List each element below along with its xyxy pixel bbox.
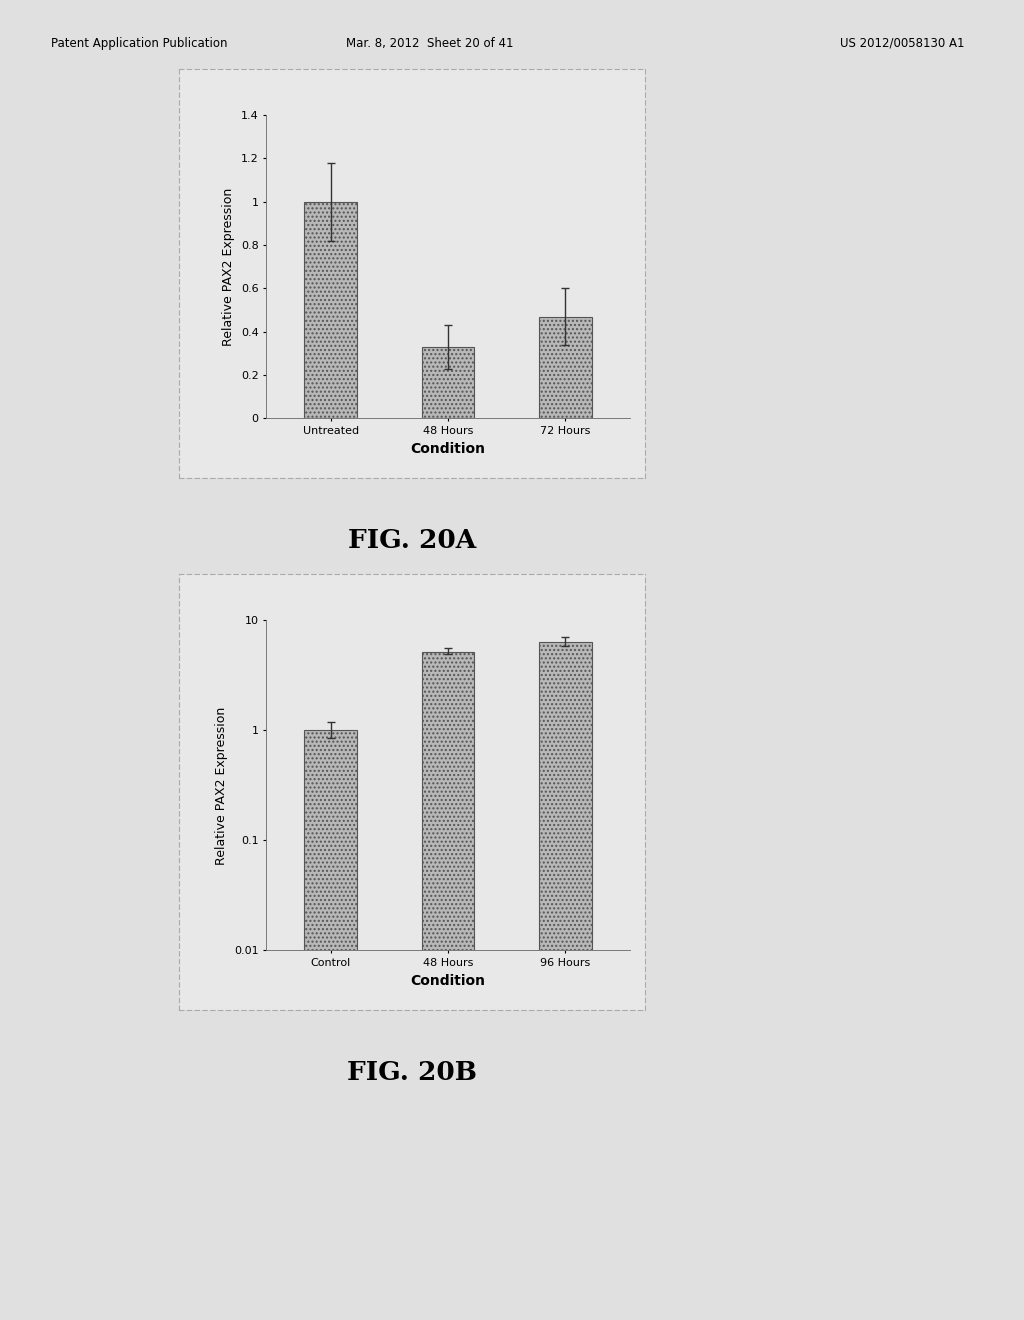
Y-axis label: Relative PAX2 Expression: Relative PAX2 Expression	[215, 706, 228, 865]
X-axis label: Condition: Condition	[411, 974, 485, 987]
Bar	[539, 643, 592, 1320]
X-axis label: Condition: Condition	[411, 442, 485, 455]
Y-axis label: Relative PAX2 Expression: Relative PAX2 Expression	[222, 187, 236, 346]
Bar	[539, 317, 592, 418]
Bar	[422, 347, 474, 418]
Text: FIG. 20B: FIG. 20B	[347, 1060, 477, 1085]
Bar	[304, 730, 357, 1320]
Bar	[304, 202, 357, 418]
Text: FIG. 20A: FIG. 20A	[348, 528, 476, 553]
Text: Mar. 8, 2012  Sheet 20 of 41: Mar. 8, 2012 Sheet 20 of 41	[346, 37, 514, 50]
Text: US 2012/0058130 A1: US 2012/0058130 A1	[840, 37, 965, 50]
Bar	[422, 652, 474, 1320]
Text: Patent Application Publication: Patent Application Publication	[51, 37, 227, 50]
